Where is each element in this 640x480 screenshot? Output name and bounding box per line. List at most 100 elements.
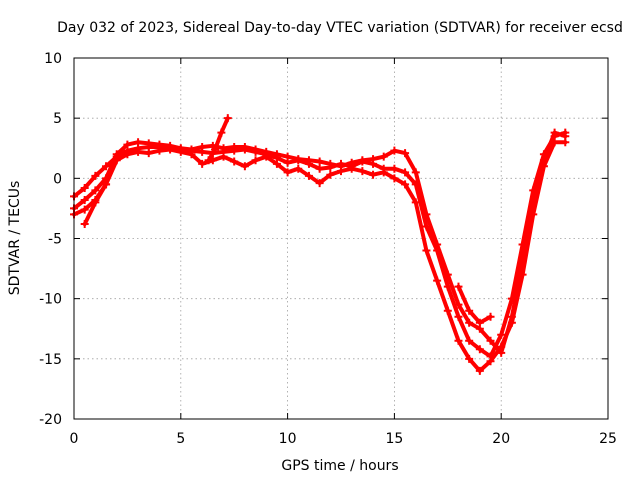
- data-point: [166, 145, 175, 154]
- data-point: [497, 342, 506, 351]
- data-point: [486, 357, 495, 366]
- data-point: [475, 318, 484, 327]
- data-point: [465, 318, 474, 327]
- data-point: [390, 174, 399, 183]
- data-point: [454, 336, 463, 345]
- data-point: [187, 150, 196, 159]
- data-point: [144, 149, 153, 158]
- data-point: [134, 138, 143, 147]
- data-point: [475, 366, 484, 375]
- data-point: [102, 162, 111, 171]
- series-line-track-5: [206, 116, 230, 163]
- axis-ticks: [73, 57, 609, 420]
- data-point: [529, 210, 538, 219]
- data-point: [486, 312, 495, 321]
- data-point: [217, 128, 226, 137]
- data-point: [443, 270, 452, 279]
- x-tick-label: 0: [70, 431, 79, 447]
- data-point: [561, 138, 570, 147]
- data-point: [443, 306, 452, 315]
- data-point: [272, 159, 281, 168]
- data-point: [326, 159, 335, 168]
- data-point: [304, 156, 313, 165]
- x-tick-label: 15: [385, 431, 403, 447]
- data-point: [240, 143, 249, 152]
- data-point: [411, 198, 420, 207]
- y-tick-label: 0: [53, 171, 62, 187]
- data-point: [390, 146, 399, 155]
- data-point: [358, 167, 367, 176]
- data-point: [390, 164, 399, 173]
- data-point: [379, 168, 388, 177]
- data-point: [219, 152, 228, 161]
- y-tick-label: -5: [48, 232, 62, 248]
- chart-title: Day 032 of 2023, Sidereal Day-to-day VTE…: [57, 20, 623, 36]
- data-point: [315, 157, 324, 166]
- tick-labels: 0 5 10 15 20 25 -20 -15 -10 -5 0 5 10: [39, 51, 617, 447]
- data-point: [401, 168, 410, 177]
- data-point: [176, 147, 185, 156]
- data-point: [80, 183, 89, 192]
- data-point: [337, 167, 345, 176]
- data-point: [315, 179, 324, 188]
- data-point: [223, 114, 232, 123]
- data-point: [475, 345, 484, 354]
- data-point: [198, 159, 207, 168]
- data-point: [369, 155, 378, 164]
- data-point: [80, 195, 89, 204]
- data-point: [112, 156, 121, 165]
- data-point: [433, 240, 442, 249]
- x-tick-label: 20: [492, 431, 510, 447]
- x-axis-label: GPS time / hours: [281, 458, 398, 474]
- data-point: [326, 170, 335, 179]
- data-point: [294, 164, 303, 173]
- data-point: [155, 146, 164, 155]
- data-point: [91, 186, 100, 195]
- data-point: [401, 180, 410, 189]
- grid: [74, 58, 608, 419]
- data-point: [507, 318, 516, 327]
- data-point: [486, 336, 495, 345]
- data-point: [283, 168, 292, 177]
- data-point: [369, 170, 378, 179]
- data-point: [251, 145, 260, 154]
- data-point: [283, 152, 292, 161]
- data-point: [454, 312, 463, 321]
- data-point: [262, 152, 271, 161]
- x-tick-label: 10: [279, 431, 297, 447]
- x-tick-label: 5: [176, 431, 185, 447]
- data-point: [401, 149, 410, 158]
- y-tick-label: -20: [39, 412, 62, 428]
- data-point: [134, 147, 143, 156]
- data-point: [210, 145, 219, 154]
- data-point: [251, 156, 260, 165]
- y-tick-label: -10: [39, 292, 62, 308]
- data-point: [358, 156, 367, 165]
- y-tick-label: 10: [44, 51, 62, 67]
- data-point: [454, 300, 463, 309]
- data-point: [230, 143, 239, 152]
- y-tick-label: 5: [53, 111, 62, 127]
- data-point: [465, 354, 474, 363]
- y-tick-label: -15: [39, 352, 62, 368]
- data-point: [315, 164, 324, 173]
- data-point: [102, 180, 111, 189]
- data-point: [123, 150, 132, 159]
- y-axis-label: SDTVAR / TECUs: [7, 181, 23, 296]
- data-point: [204, 156, 213, 165]
- data-point: [347, 164, 356, 173]
- data-point: [465, 336, 474, 345]
- data-point: [550, 128, 559, 137]
- series-group: [70, 114, 570, 375]
- data-point: [539, 162, 548, 171]
- data-point: [411, 168, 420, 177]
- data-point: [454, 282, 463, 291]
- series-line-track-6: [456, 284, 493, 325]
- data-point: [219, 144, 228, 153]
- data-point: [422, 210, 431, 219]
- data-point: [240, 162, 249, 171]
- data-point: [230, 157, 239, 166]
- data-point: [91, 171, 100, 180]
